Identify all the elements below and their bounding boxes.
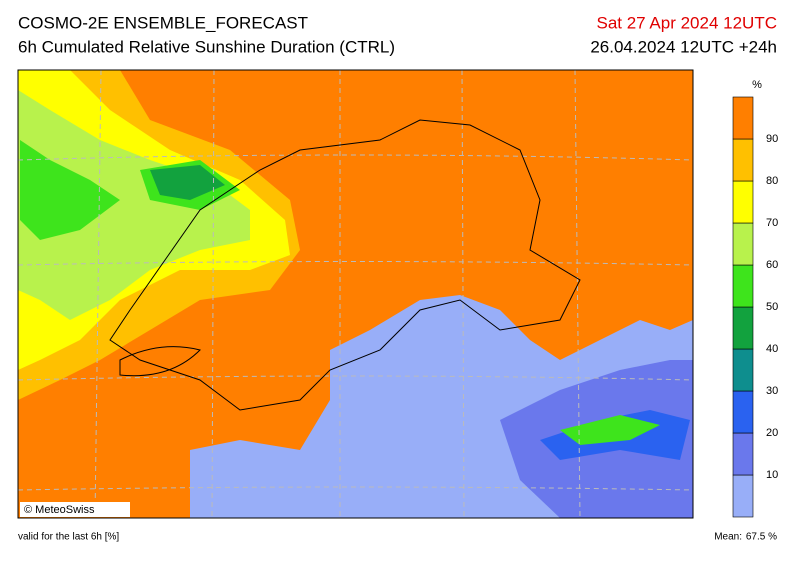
colorbar-swatch <box>732 306 754 350</box>
lake <box>119 346 201 377</box>
colorbar-swatch <box>732 264 754 308</box>
colorbar-label: 60 <box>766 259 778 271</box>
green-zone <box>20 140 240 240</box>
colorbar-swatch <box>732 180 754 224</box>
colorbar-swatch <box>732 96 754 140</box>
light-green-zone <box>18 90 250 320</box>
model-title: COSMO-2E ENSEMBLE_FORECAST <box>18 13 308 32</box>
colorbar-unit: % <box>752 79 762 91</box>
green-patch <box>560 415 660 445</box>
colorbar-swatch <box>732 222 754 266</box>
credit: © MeteoSwiss <box>24 504 95 516</box>
run-info: 26.04.2024 12UTC +24h <box>590 37 777 56</box>
colorbar-label: 30 <box>766 385 778 397</box>
colorbar-swatch <box>732 432 754 476</box>
mean-value: 67.5 % <box>746 532 777 543</box>
mean-label: Mean: <box>714 532 742 543</box>
product-title: 6h Cumulated Relative Sunshine Duration … <box>18 37 395 56</box>
colorbar-label: 90 <box>766 133 778 145</box>
colorbar-label: 10 <box>766 469 778 481</box>
graticule <box>18 70 693 518</box>
validity-note: valid for the last 6h [%] <box>18 532 119 543</box>
colorbar-swatch <box>732 138 754 182</box>
border <box>109 119 581 411</box>
colorbar-label: 20 <box>766 427 778 439</box>
colorbar: % 10 20 30 40 50 60 70 80 90 <box>732 79 778 518</box>
map-frame <box>17 69 694 519</box>
colorbar-swatch <box>732 474 754 518</box>
colorbar-label: 70 <box>766 217 778 229</box>
map: © MeteoSwiss <box>17 69 694 519</box>
credit-box <box>20 502 130 517</box>
colorbar-label: 50 <box>766 301 778 313</box>
colorbar-swatch <box>732 348 754 392</box>
valid-date: Sat 27 Apr 2024 12UTC <box>596 13 777 32</box>
colorbar-label: 80 <box>766 175 778 187</box>
colorbar-swatch <box>732 390 754 434</box>
colorbar-label: 40 <box>766 343 778 355</box>
dark-green-zone <box>150 165 225 200</box>
